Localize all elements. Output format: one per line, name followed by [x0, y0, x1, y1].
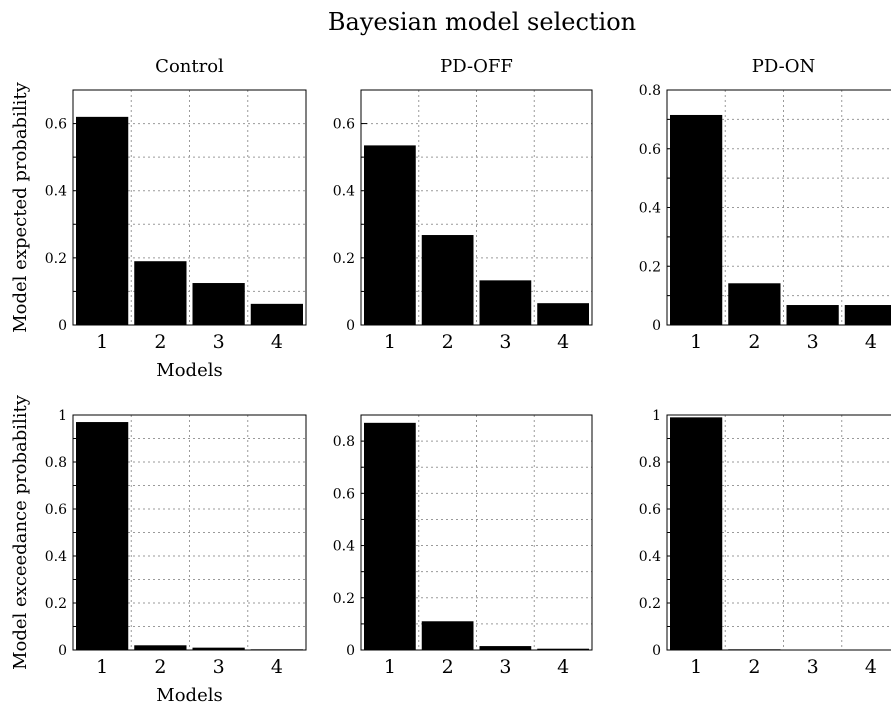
y-tick-label: 0.4 [639, 201, 661, 217]
y-tick-label: 0 [652, 643, 661, 659]
y-tick-label: 0.6 [639, 142, 661, 158]
panel-4: 0 0.2 0.4 0.6 0.8 1 1 2 3 4 Models Model exceedance… [10, 394, 307, 705]
y-tick-label: 0 [346, 643, 355, 659]
bar-model-2 [134, 261, 187, 325]
panel-5: 0 0.2 0.4 0.6 0.8 1 2 3 4 [333, 414, 593, 678]
bar-model-3 [479, 280, 532, 325]
panel-title: Control [155, 56, 224, 77]
x-tick-label: 1 [384, 331, 396, 353]
x-tick-label: 1 [96, 656, 108, 678]
panel-2: 0 0.2 0.4 0.6 1 2 3 4 PD-OFF [333, 56, 593, 353]
y-tick-label: 0.8 [639, 455, 661, 471]
y-tick-label: 0.4 [45, 184, 67, 200]
bar-model-1 [670, 114, 723, 325]
y-tick-label: 0 [652, 318, 661, 334]
axes-frame [666, 89, 891, 326]
bar-model-2 [134, 645, 187, 650]
bar-model-4 [250, 303, 303, 325]
x-tick-label: 3 [807, 331, 819, 353]
x-tick-label: 4 [271, 656, 283, 678]
x-tick-label: 4 [557, 331, 569, 353]
panels: 0 0.2 0.4 0.6 1 2 3 4 Control Models Model expecte… [10, 56, 891, 705]
y-tick-label: 0.6 [333, 486, 355, 502]
x-tick-label: 1 [690, 331, 702, 353]
x-tick-label: 2 [154, 656, 166, 678]
y-tick-label: 0.8 [639, 83, 661, 99]
x-tick-label: 4 [865, 656, 877, 678]
y-tick-label: 0.2 [333, 591, 355, 607]
x-tick-label: 4 [557, 656, 569, 678]
y-tick-label: 0 [58, 318, 67, 334]
x-tick-label: 2 [154, 331, 166, 353]
x-tick-label: 4 [865, 331, 877, 353]
x-tick-label: 1 [96, 331, 108, 353]
axes-frame [72, 414, 307, 651]
bar-model-1 [364, 145, 416, 325]
bar-model-4 [537, 648, 589, 650]
x-tick-label: 3 [499, 656, 511, 678]
y-tick-label: 0.6 [333, 117, 355, 133]
panel-title: PD-OFF [440, 56, 513, 77]
figure-title: Bayesian model selection [328, 8, 636, 36]
axes-frame [72, 89, 307, 326]
y-tick-label: 0.2 [45, 251, 67, 267]
bar-model-1 [76, 116, 129, 325]
x-tick-label: 1 [690, 656, 702, 678]
y-tick-label: 0.6 [639, 502, 661, 518]
x-tick-label: 3 [213, 331, 225, 353]
y-axis-label: Model expected probability [10, 81, 31, 332]
y-tick-label: 0 [58, 643, 67, 659]
y-tick-label: 1 [652, 408, 661, 424]
y-tick-label: 0.4 [333, 539, 355, 555]
x-tick-label: 3 [213, 656, 225, 678]
x-tick-label: 2 [442, 331, 454, 353]
panel-3: 0 0.2 0.4 0.6 0.8 1 2 3 4 PD-ON [639, 56, 891, 353]
bar-model-2 [421, 621, 474, 650]
axes-frame [666, 414, 891, 651]
axes-frame [360, 414, 593, 651]
bar-model-3 [192, 647, 245, 650]
bar-model-3 [479, 646, 532, 650]
x-tick-label: 1 [384, 656, 396, 678]
y-axis-label: Model exceedance probability [10, 394, 31, 670]
bar-model-1 [364, 422, 416, 650]
y-tick-label: 0.6 [45, 117, 67, 133]
x-tick-label: 2 [748, 331, 760, 353]
y-tick-label: 0.8 [333, 434, 355, 450]
y-tick-label: 0 [346, 318, 355, 334]
bar-model-4 [537, 303, 589, 325]
y-tick-label: 0.2 [45, 596, 67, 612]
bar-model-2 [728, 283, 781, 325]
y-tick-label: 0.4 [45, 549, 67, 565]
x-tick-label: 4 [271, 331, 283, 353]
bar-model-4 [844, 305, 891, 325]
y-tick-label: 1 [58, 408, 67, 424]
bar-model-3 [786, 305, 839, 325]
x-tick-label: 3 [807, 656, 819, 678]
bar-model-1 [670, 417, 723, 650]
panel-6: 0 0.2 0.4 0.6 0.8 1 1 2 3 4 [639, 408, 891, 678]
bar-model-2 [421, 235, 474, 325]
panel-title: PD-ON [752, 56, 815, 77]
y-tick-label: 0.6 [45, 502, 67, 518]
panel-1: 0 0.2 0.4 0.6 1 2 3 4 Control Models Model expecte… [10, 56, 307, 381]
x-tick-label: 2 [748, 656, 760, 678]
y-tick-label: 0.8 [45, 455, 67, 471]
x-tick-label: 3 [499, 331, 511, 353]
x-axis-label: Models [156, 360, 222, 381]
y-tick-label: 0.2 [639, 596, 661, 612]
x-tick-label: 2 [442, 656, 454, 678]
bar-model-1 [76, 422, 129, 650]
axes-frame [360, 89, 593, 326]
y-tick-label: 0.2 [639, 259, 661, 275]
bar-model-3 [192, 283, 245, 325]
y-tick-label: 0.2 [333, 251, 355, 267]
x-axis-label: Models [156, 685, 222, 705]
y-tick-label: 0.4 [639, 549, 661, 565]
y-tick-label: 0.4 [333, 184, 355, 200]
